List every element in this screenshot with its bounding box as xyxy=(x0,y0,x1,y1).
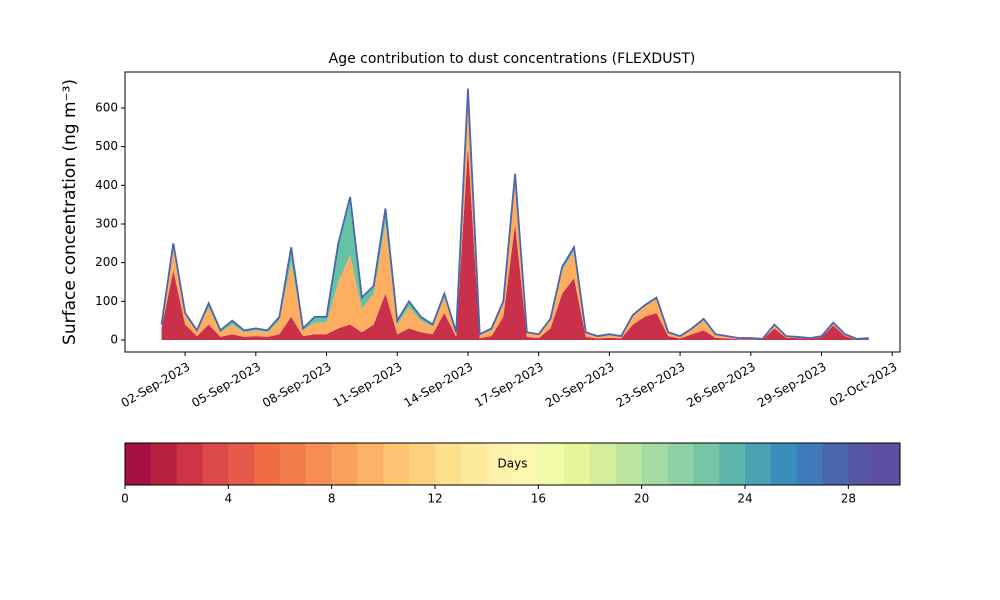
colorbar-segment xyxy=(615,443,643,485)
colorbar-label: Days xyxy=(498,457,528,471)
x-tick-label: 02-Oct-2023 xyxy=(827,360,899,410)
y-tick-label: 500 xyxy=(95,139,118,153)
area-layer xyxy=(161,88,869,340)
colorbar-segment xyxy=(512,443,539,485)
colorbar-tick-label: 28 xyxy=(841,492,856,506)
x-tick-label: 23-Sep-2023 xyxy=(614,360,688,411)
colorbar-segment xyxy=(822,443,849,485)
colorbar-segment xyxy=(409,443,436,485)
total-outline xyxy=(160,88,869,340)
colorbar-segment xyxy=(383,443,410,485)
chart-title: Age contribution to dust concentrations … xyxy=(329,51,696,67)
colorbar-segment xyxy=(125,443,152,485)
colorbar-segment xyxy=(435,443,462,485)
y-tick-label: 100 xyxy=(95,294,118,308)
colorbar-segment xyxy=(693,443,720,485)
colorbar-segment xyxy=(564,443,591,485)
x-tick-label: 29-Sep-2023 xyxy=(755,360,829,411)
colorbar-segment xyxy=(280,443,307,485)
colorbar-tick-label: 0 xyxy=(121,492,129,506)
colorbar-segment xyxy=(331,443,358,485)
x-tick-label: 08-Sep-2023 xyxy=(260,360,334,411)
colorbar-tick-label: 20 xyxy=(634,492,649,506)
colorbar-frame xyxy=(124,442,901,486)
colorbar-segment xyxy=(228,443,255,485)
x-tick-label: 20-Sep-2023 xyxy=(543,360,617,411)
colorbar-segment xyxy=(176,443,203,485)
y-axis-label: Surface concentration (ng m⁻³) xyxy=(60,79,80,345)
colorbar-segment xyxy=(745,443,772,485)
colorbar-segment xyxy=(874,443,901,485)
colorbar-tick-label: 24 xyxy=(737,492,752,506)
colorbar-segment xyxy=(150,443,178,485)
x-tick-label: 05-Sep-2023 xyxy=(189,360,263,411)
colorbar-segment xyxy=(254,443,281,485)
colorbar-segment xyxy=(460,443,488,485)
y-tick-label: 200 xyxy=(95,255,118,269)
colorbar-segment xyxy=(305,443,333,485)
area-layer xyxy=(161,96,869,340)
colorbar-segment xyxy=(796,443,823,485)
area-layer xyxy=(161,146,869,341)
colorbar-segment xyxy=(590,443,617,485)
colorbar-segment xyxy=(667,443,694,485)
colorbar-segment xyxy=(848,443,875,485)
x-tick-label: 11-Sep-2023 xyxy=(331,360,405,411)
colorbar-segment xyxy=(641,443,668,485)
plot-frame xyxy=(124,71,901,353)
x-tick-label: 26-Sep-2023 xyxy=(684,360,758,411)
x-tick-label: 02-Sep-2023 xyxy=(119,360,193,411)
colorbar-segment xyxy=(770,443,798,485)
colorbar-segment xyxy=(486,443,513,485)
colorbar-segment xyxy=(202,443,229,485)
x-tick-label: 17-Sep-2023 xyxy=(472,360,546,411)
y-tick-label: 600 xyxy=(95,100,118,114)
colorbar-tick-label: 8 xyxy=(328,492,336,506)
colorbar-segment xyxy=(719,443,746,485)
colorbar-tick-label: 12 xyxy=(427,492,442,506)
y-tick-label: 400 xyxy=(95,178,118,192)
colorbar-segment xyxy=(538,443,565,485)
x-tick-label: 14-Sep-2023 xyxy=(401,360,475,411)
y-tick-label: 0 xyxy=(110,333,118,347)
y-tick-label: 300 xyxy=(95,216,118,230)
colorbar-segment xyxy=(357,443,384,485)
colorbar-tick-label: 4 xyxy=(225,492,233,506)
colorbar-tick-label: 16 xyxy=(531,492,546,506)
